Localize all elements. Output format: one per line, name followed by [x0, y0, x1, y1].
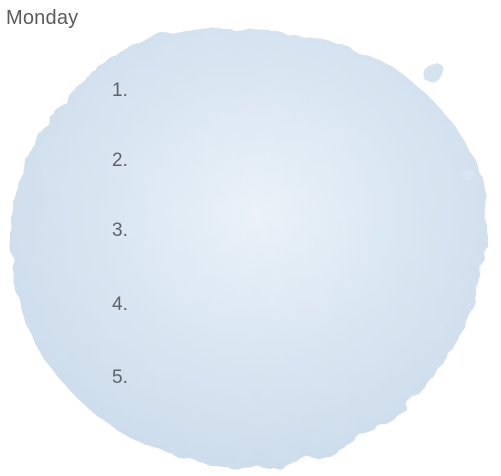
list-item-2: 2. — [112, 150, 128, 171]
list-item-5: 5. — [112, 367, 128, 388]
page-title: Monday — [6, 7, 79, 29]
list-item-4: 4. — [112, 294, 128, 315]
list-item-3: 3. — [112, 220, 128, 241]
list-item-1: 1. — [112, 80, 128, 101]
